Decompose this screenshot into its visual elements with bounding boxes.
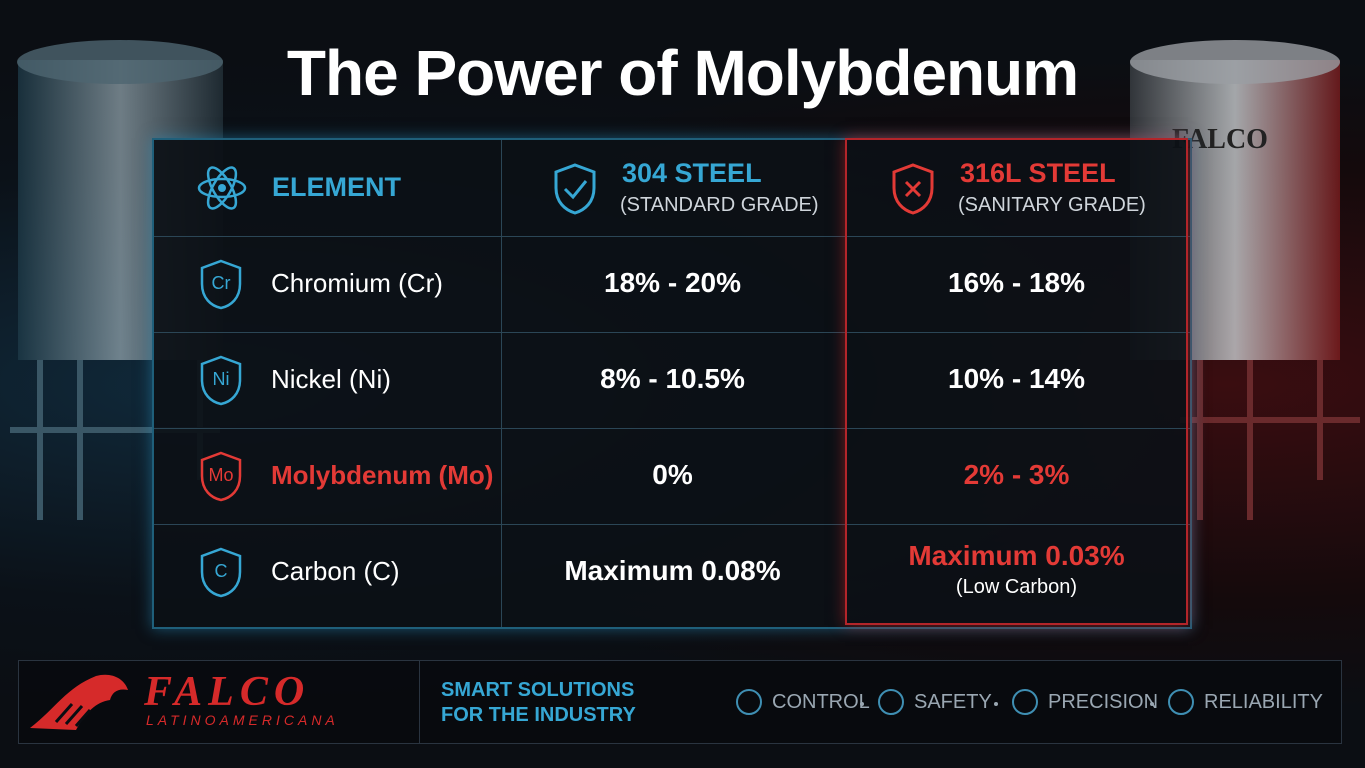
cell-value: 8% - 10.5% <box>600 363 745 394</box>
footer-value: RELIABILITY <box>1204 691 1323 713</box>
col-divider <box>501 140 502 627</box>
footer-value: CONTROL <box>772 691 870 713</box>
element-name: Chromium (Cr) <box>271 268 443 298</box>
tagline-line: SMART SOLUTIONS <box>441 679 635 701</box>
element-name: Molybdenum (Mo) <box>271 460 494 490</box>
highlight-column <box>845 138 1188 625</box>
value-icon <box>1168 689 1194 715</box>
cell-value: Maximum 0.08% <box>564 555 781 586</box>
badge-shield <box>200 547 242 598</box>
footer-value: PRECISION <box>1048 691 1159 713</box>
x-shield-icon <box>892 163 934 215</box>
atom-icon <box>197 166 247 210</box>
badge-shield <box>200 355 242 406</box>
element-symbol: C <box>214 561 228 581</box>
header-304: 304 STEEL <box>622 158 762 188</box>
row-divider <box>154 428 1190 429</box>
cell-value: 10% - 14% <box>948 363 1085 394</box>
comparison-table <box>152 138 1192 629</box>
footer-value: SAFETY <box>914 691 992 713</box>
value-icon <box>736 689 762 715</box>
tagline-line: FOR THE INDUSTRY <box>441 704 636 726</box>
cell-value: 16% - 18% <box>948 267 1085 298</box>
brand-sub: LATINOAMERICANA <box>146 712 339 728</box>
icon-ring <box>736 689 762 715</box>
separator-dot <box>1150 702 1154 706</box>
cell-value: 0% <box>652 459 693 490</box>
badge-shield <box>200 259 242 310</box>
cell-value: 2% - 3% <box>963 459 1070 490</box>
header-316l: 316L STEEL <box>960 158 1116 188</box>
icon-ring <box>1168 689 1194 715</box>
brand-name: FALCO <box>144 669 311 715</box>
element-badge <box>200 451 242 502</box>
falco-bird-logo <box>30 674 128 730</box>
tagline: SMART SOLUTIONS FOR THE INDUSTRY <box>441 678 636 728</box>
row-divider <box>154 332 1190 333</box>
element-name: Nickel (Ni) <box>271 364 391 394</box>
header-304-sub: (STANDARD GRADE) <box>620 194 819 216</box>
element-symbol: Cr <box>211 273 231 293</box>
row-divider <box>154 524 1190 525</box>
row-divider <box>154 236 1190 237</box>
header-element: ELEMENT <box>272 172 402 202</box>
separator-dot <box>860 702 864 706</box>
cell-note: (Low Carbon) <box>955 576 1078 598</box>
element-badge <box>200 259 242 310</box>
element-symbol: Mo <box>208 465 234 485</box>
title: The Power of Molybdenum <box>286 37 1079 109</box>
header-316l-sub: (SANITARY GRADE) <box>958 194 1146 216</box>
element-badge <box>200 547 242 598</box>
icon-ring <box>1012 689 1038 715</box>
value-icon <box>878 689 904 715</box>
cell-value: Maximum 0.03% <box>908 540 1125 571</box>
separator-dot <box>994 702 998 706</box>
value-icon <box>1012 689 1038 715</box>
badge-shield <box>200 451 242 502</box>
check-shield-icon <box>554 163 596 215</box>
footer <box>18 660 1342 744</box>
icon-ring <box>878 689 904 715</box>
element-name: Carbon (C) <box>271 556 400 586</box>
footer-divider <box>419 661 420 743</box>
cell-value: 18% - 20% <box>604 267 741 298</box>
element-badge <box>200 355 242 406</box>
element-symbol: Ni <box>212 369 230 389</box>
